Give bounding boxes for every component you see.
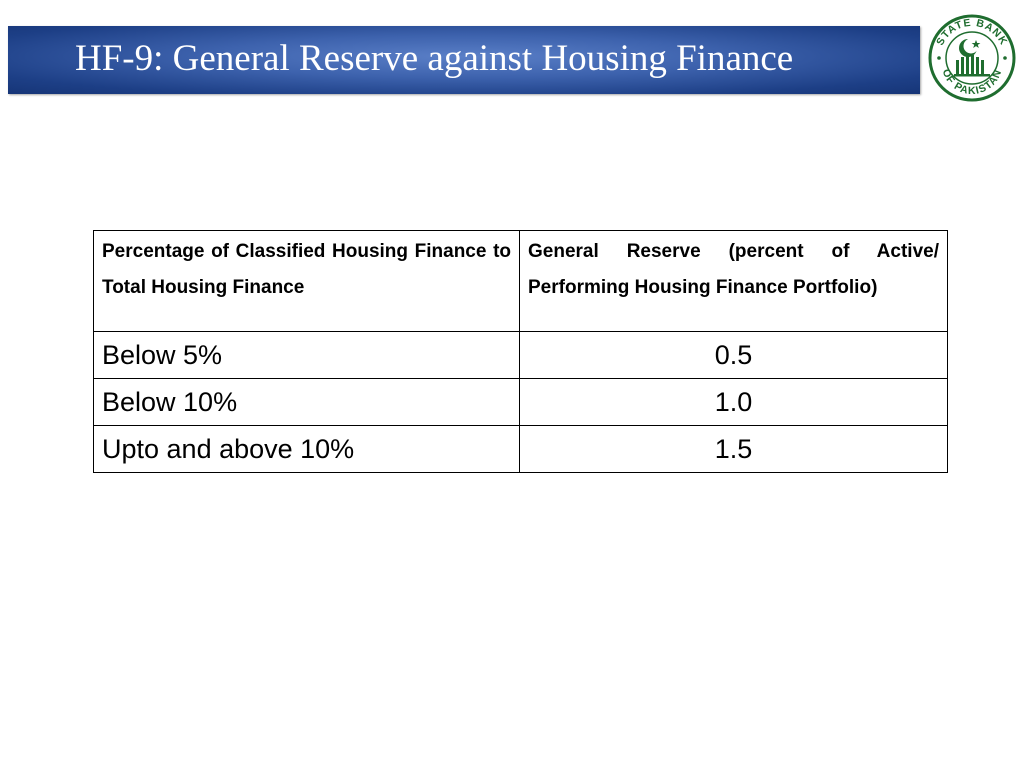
crescent-star-icon xyxy=(959,38,981,57)
table-row: Below 10% 1.0 xyxy=(93,378,948,426)
header-general-reserve: General Reserve (percent of Active/ Perf… xyxy=(519,230,948,332)
cell-reserve: 1.5 xyxy=(519,425,948,473)
cell-classified: Upto and above 10% xyxy=(93,425,520,473)
table-row: Below 5% 0.5 xyxy=(93,331,948,379)
title-bar xyxy=(8,26,920,94)
cell-classified: Below 5% xyxy=(93,331,520,379)
table-row: Upto and above 10% 1.5 xyxy=(93,425,948,473)
emblem-motif-icon xyxy=(954,55,990,77)
slide-title: HF-9: General Reserve against Housing Fi… xyxy=(75,38,794,79)
table-header-row: Percentage of Classified Housing Finance… xyxy=(93,230,948,332)
cell-classified: Below 10% xyxy=(93,378,520,426)
cell-reserve: 1.0 xyxy=(519,378,948,426)
cell-reserve: 0.5 xyxy=(519,331,948,379)
header-classified-percentage: Percentage of Classified Housing Finance… xyxy=(93,230,520,332)
state-bank-of-pakistan-logo: STATE BANK OF PAKISTAN xyxy=(928,14,1016,102)
general-reserve-table: Percentage of Classified Housing Finance… xyxy=(93,230,948,473)
